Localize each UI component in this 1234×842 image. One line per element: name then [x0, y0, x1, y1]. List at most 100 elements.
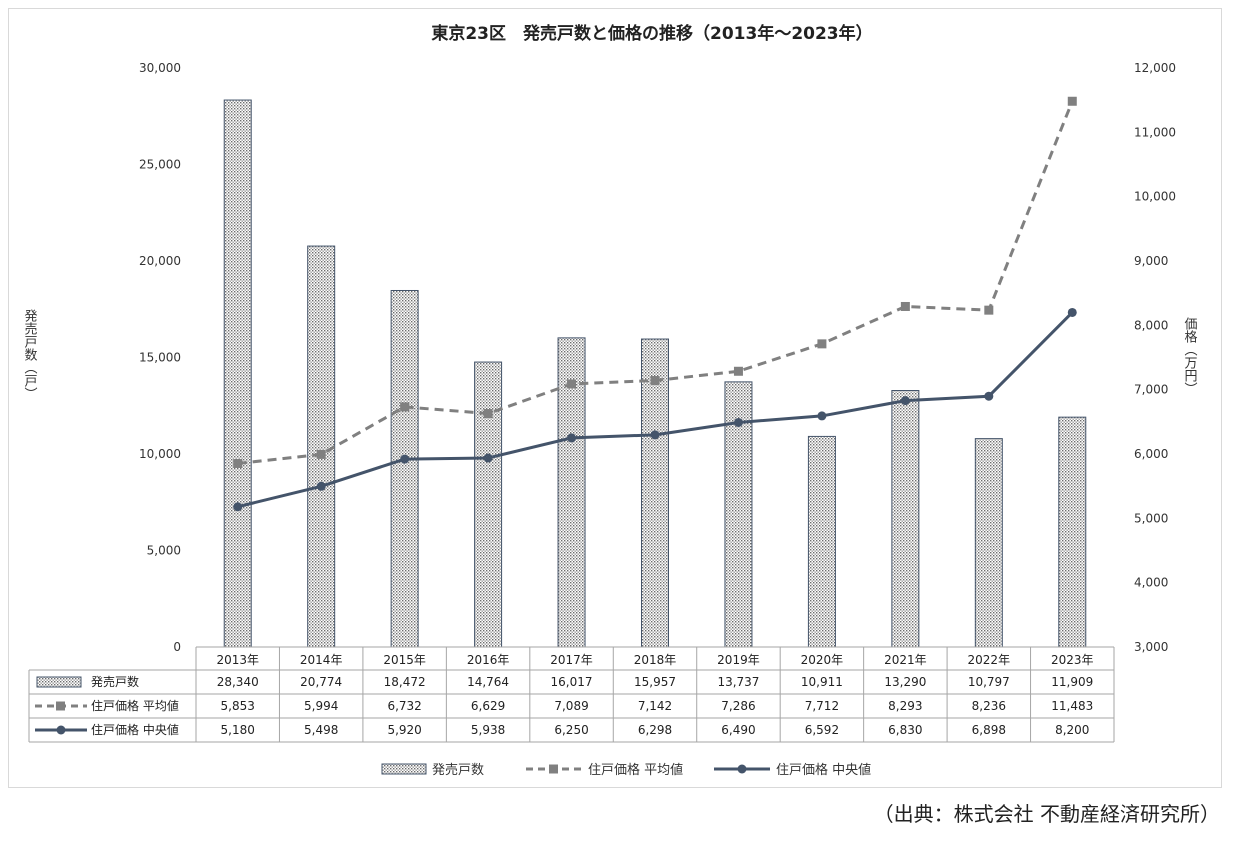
bar	[223, 99, 252, 648]
series-point	[316, 449, 326, 459]
category-label: 2019年	[717, 653, 760, 667]
table-cell-value: 18,472	[384, 675, 426, 689]
y-tick-label: 20,000	[139, 254, 181, 268]
table-cell-value: 6,629	[471, 699, 505, 713]
bar	[891, 390, 920, 648]
table-cell-value: 6,898	[972, 723, 1006, 737]
series-point	[483, 409, 493, 419]
chart-frame: 東京23区 発売戸数と価格の推移（2013年～2023年） 発売戸数（戸） 価格…	[8, 8, 1222, 788]
table-cell-value: 6,732	[387, 699, 421, 713]
y2-tick-label: 6,000	[1134, 447, 1168, 461]
series-point	[817, 339, 827, 349]
table-cell-value: 13,737	[717, 675, 759, 689]
table-cell-value: 6,250	[554, 723, 588, 737]
table-cell-value: 5,498	[304, 723, 338, 737]
chart-title: 東京23区 発売戸数と価格の推移（2013年～2023年）	[431, 23, 872, 44]
category-label: 2013年	[216, 653, 259, 667]
row-key-bar	[36, 676, 82, 688]
data-table: 2013年 2014年 2015年 2016年 2017年 2018年 2019年 2020年…	[28, 646, 1115, 743]
series-point	[233, 502, 243, 512]
row-series-name: 住戸価格 平均値	[91, 698, 179, 713]
table-cell-value: 7,089	[554, 699, 588, 713]
series-point	[817, 411, 827, 421]
legend-key-marker	[737, 764, 747, 774]
table-cell-value: 10,797	[968, 675, 1010, 689]
table-cell-value: 5,180	[221, 723, 255, 737]
table-cell-value: 8,293	[888, 699, 922, 713]
y-tick-label: 0	[173, 640, 181, 654]
chart: 東京23区 発売戸数と価格の推移（2013年～2023年） 発売戸数（戸） 価格…	[22, 23, 1198, 778]
row-series-name: 発売戸数	[91, 674, 139, 689]
y2-tick-label: 3,000	[1134, 640, 1168, 654]
category-label: 2017年	[550, 653, 593, 667]
y-tick-label: 30,000	[139, 61, 181, 75]
legend-key-bar	[381, 763, 427, 775]
legend-label: 住戸価格 中央値	[776, 762, 871, 778]
series-point	[900, 301, 910, 311]
bar	[390, 289, 419, 648]
bar	[307, 245, 336, 648]
line-series	[233, 96, 1077, 512]
table-cell-value: 11,483	[1051, 699, 1093, 713]
table-cell-value: 6,592	[805, 723, 839, 737]
series-point	[400, 402, 410, 412]
legend: 発売戸数 住戸価格 平均値 住戸価格 中央値	[381, 762, 871, 778]
bar	[557, 337, 586, 648]
series-point	[1067, 307, 1077, 317]
category-label: 2023年	[1051, 653, 1094, 667]
category-label: 2016年	[467, 653, 510, 667]
category-label: 2021年	[884, 653, 927, 667]
table-cell-value: 7,142	[638, 699, 672, 713]
series-point	[650, 430, 660, 440]
series-point	[984, 305, 994, 315]
y2-tick-label: 5,000	[1134, 511, 1168, 525]
table-cell-value: 28,340	[217, 675, 259, 689]
table-cell-value: 8,200	[1055, 723, 1089, 737]
row-key-marker	[56, 725, 66, 735]
table-cell-value: 10,911	[801, 675, 843, 689]
category-label: 2015年	[383, 653, 426, 667]
bar	[641, 338, 669, 648]
bar-series	[223, 99, 1087, 648]
table-cell-value: 5,994	[304, 699, 338, 713]
table-cell-value: 11,909	[1051, 675, 1093, 689]
series-point	[650, 376, 660, 386]
table-cell-value: 13,290	[884, 675, 926, 689]
series-point	[316, 481, 326, 491]
row-series-name: 住戸価格 中央値	[91, 722, 179, 737]
legend-label: 住戸価格 平均値	[588, 762, 683, 778]
table-cell-value: 7,712	[805, 699, 839, 713]
bar	[974, 438, 1003, 648]
table-cell-value: 6,830	[888, 723, 922, 737]
source-note: （出典：株式会社 不動産経済研究所）	[873, 802, 1220, 826]
y2-tick-label: 8,000	[1134, 318, 1168, 332]
table-cell-value: 20,774	[300, 675, 342, 689]
category-label: 2014年	[300, 653, 343, 667]
table-cell-value: 7,286	[721, 699, 755, 713]
table-cell-value: 14,764	[467, 675, 509, 689]
legend-label: 発売戸数	[432, 762, 484, 778]
series-point	[984, 391, 994, 401]
bar	[807, 435, 836, 648]
table-cell-value: 8,236	[972, 699, 1006, 713]
table-cell-value: 5,938	[471, 723, 505, 737]
table-cell-value: 16,017	[551, 675, 593, 689]
row-key-marker	[56, 701, 65, 711]
series-point	[733, 366, 743, 376]
y-axis-label: 発売戸数（戸）	[22, 309, 38, 400]
y-axis-ticks: 0 5,000 10,000 15,000 20,000 25,000 30,000	[139, 61, 181, 654]
y2-tick-label: 9,000	[1134, 254, 1168, 268]
series-point	[900, 396, 910, 406]
y2-tick-label: 12,000	[1134, 61, 1176, 75]
table-cell-value: 5,853	[221, 699, 255, 713]
y2-tick-label: 4,000	[1134, 576, 1168, 590]
y-tick-label: 25,000	[139, 158, 181, 172]
table-cell-value: 6,298	[638, 723, 672, 737]
table-cell-value: 6,490	[721, 723, 755, 737]
series-point	[483, 453, 493, 463]
series-point	[567, 379, 577, 389]
y-tick-label: 5,000	[147, 544, 181, 558]
series-point	[1067, 96, 1077, 106]
y2-tick-label: 10,000	[1134, 190, 1176, 204]
series-point	[400, 454, 410, 464]
